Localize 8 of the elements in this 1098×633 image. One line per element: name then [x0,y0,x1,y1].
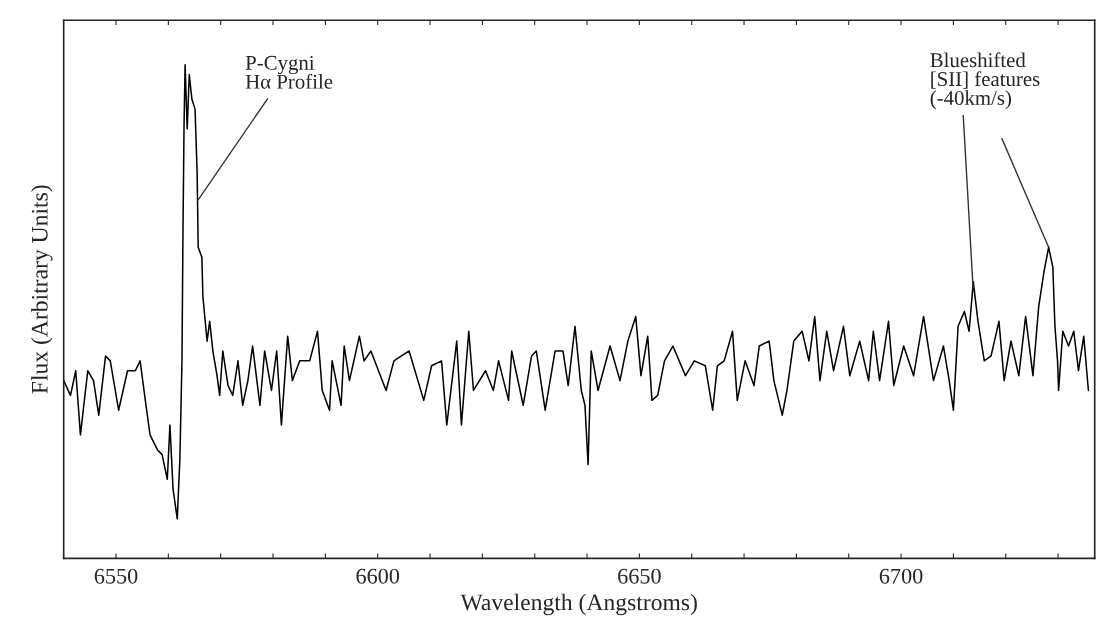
x-tick-label: 6600 [356,568,400,584]
annotation: P-Cygni Hα Profile [245,55,333,89]
x-axis-title: Wavelength (Angstroms) [460,593,697,616]
annotation: Blueshifted [SII] features (-40km/s) [930,52,1040,110]
x-tick-label: 6550 [94,568,138,584]
y-axis-title: Flux (Arbitrary Units) [31,185,53,394]
x-tick-label: 6700 [879,568,923,584]
x-tick-label: 6650 [618,568,661,584]
